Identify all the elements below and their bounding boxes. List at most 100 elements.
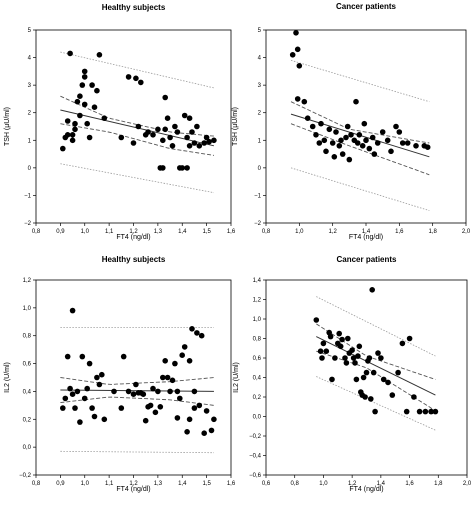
y-tick-label: −1: [254, 193, 262, 199]
data-point: [345, 335, 351, 342]
data-point: [74, 98, 81, 105]
data-point: [69, 391, 76, 398]
y-tick-label: 2: [28, 111, 32, 117]
data-point: [296, 63, 303, 69]
regression-line: [316, 336, 436, 396]
y-tick-label: 0,6: [253, 356, 262, 362]
data-point: [309, 123, 316, 130]
y-axis-label: TSH (µU/ml): [232, 107, 239, 146]
data-point: [184, 429, 190, 435]
data-point: [81, 395, 88, 402]
data-point: [99, 371, 105, 378]
data-point: [196, 402, 203, 409]
data-point: [389, 392, 396, 398]
data-point: [167, 388, 173, 395]
data-point: [81, 101, 88, 108]
x-tick-label: 1,6: [395, 229, 404, 235]
data-point: [336, 330, 343, 337]
y-tick-label: 0,8: [23, 334, 32, 340]
confidence-band-lower: [60, 123, 214, 156]
x-tick-label: 1,6: [405, 481, 414, 487]
data-point: [111, 388, 117, 395]
y-tick-label: −2: [24, 221, 32, 227]
data-point: [194, 330, 200, 336]
x-tick-label: 1,6: [227, 229, 236, 235]
data-point: [164, 115, 171, 121]
data-point: [174, 415, 181, 421]
data-point: [331, 154, 338, 160]
data-point: [94, 87, 100, 94]
data-point: [323, 148, 329, 155]
y-tick-label: −2: [254, 221, 262, 227]
data-point: [69, 137, 76, 144]
data-point: [155, 126, 161, 133]
data-point: [189, 326, 195, 332]
data-point: [354, 140, 361, 146]
data-point: [155, 388, 161, 395]
x-tick-label: 1,3: [154, 229, 163, 235]
data-point: [162, 358, 168, 364]
x-tick-label: 2,0: [462, 229, 471, 235]
plot-frame: [265, 279, 468, 476]
data-point: [432, 408, 439, 415]
data-point: [179, 352, 185, 359]
data-point: [198, 332, 205, 339]
data-point: [342, 355, 348, 361]
data-point: [167, 134, 173, 141]
data-point: [191, 140, 198, 146]
chart-title: Cancer patients: [336, 2, 397, 11]
confidence-band-upper: [316, 323, 436, 380]
data-point: [403, 408, 410, 415]
x-tick-label: 0,8: [32, 481, 41, 487]
x-tick-label: 2,0: [463, 481, 472, 487]
prediction-band-lower: [316, 376, 436, 431]
data-point: [360, 374, 367, 381]
y-tick-label: −0,2: [19, 473, 32, 479]
x-tick-label: 1,4: [377, 481, 386, 487]
data-point: [353, 376, 360, 383]
data-point: [91, 413, 98, 420]
data-point: [125, 74, 132, 80]
data-point: [60, 145, 66, 152]
y-tick-label: 0,2: [23, 417, 32, 423]
y-tick-label: 3: [28, 83, 32, 89]
y-tick-label: 0,2: [253, 395, 262, 401]
data-point: [196, 143, 203, 149]
data-point: [67, 50, 73, 57]
chart-panel-2: Cancer patients 0,8 1,0 1,2 1,4 1,6 1,8 2,0 −2 −1…: [232, 2, 471, 241]
data-point: [133, 75, 139, 82]
data-point: [317, 348, 324, 355]
x-tick-label: 1,3: [154, 481, 163, 487]
y-tick-label: 0,4: [23, 389, 32, 395]
data-point: [385, 379, 391, 386]
x-tick-label: 1,0: [81, 229, 90, 235]
data-point: [69, 132, 76, 138]
data-point: [140, 391, 147, 398]
data-point: [189, 129, 195, 135]
data-point: [301, 98, 308, 105]
y-tick-label: 1,4: [253, 278, 262, 284]
data-point: [150, 132, 156, 138]
data-point: [169, 377, 176, 384]
data-point: [206, 138, 212, 145]
data-point: [191, 405, 198, 411]
data-point: [211, 137, 217, 144]
data-point: [160, 165, 166, 171]
data-point: [181, 112, 188, 119]
data-point: [370, 369, 377, 376]
data-point: [333, 129, 339, 135]
data-point: [366, 355, 373, 361]
data-point: [384, 137, 391, 144]
data-point: [177, 395, 183, 402]
data-point: [60, 405, 66, 411]
data-point: [350, 355, 357, 361]
data-point: [320, 340, 327, 347]
data-point: [211, 416, 217, 423]
data-point: [404, 140, 411, 146]
y-tick-label: −0,2: [249, 434, 262, 440]
data-point: [164, 374, 171, 381]
x-tick-label: 0,6: [262, 481, 271, 487]
data-point: [169, 143, 176, 149]
x-tick-label: 1,4: [362, 229, 371, 235]
